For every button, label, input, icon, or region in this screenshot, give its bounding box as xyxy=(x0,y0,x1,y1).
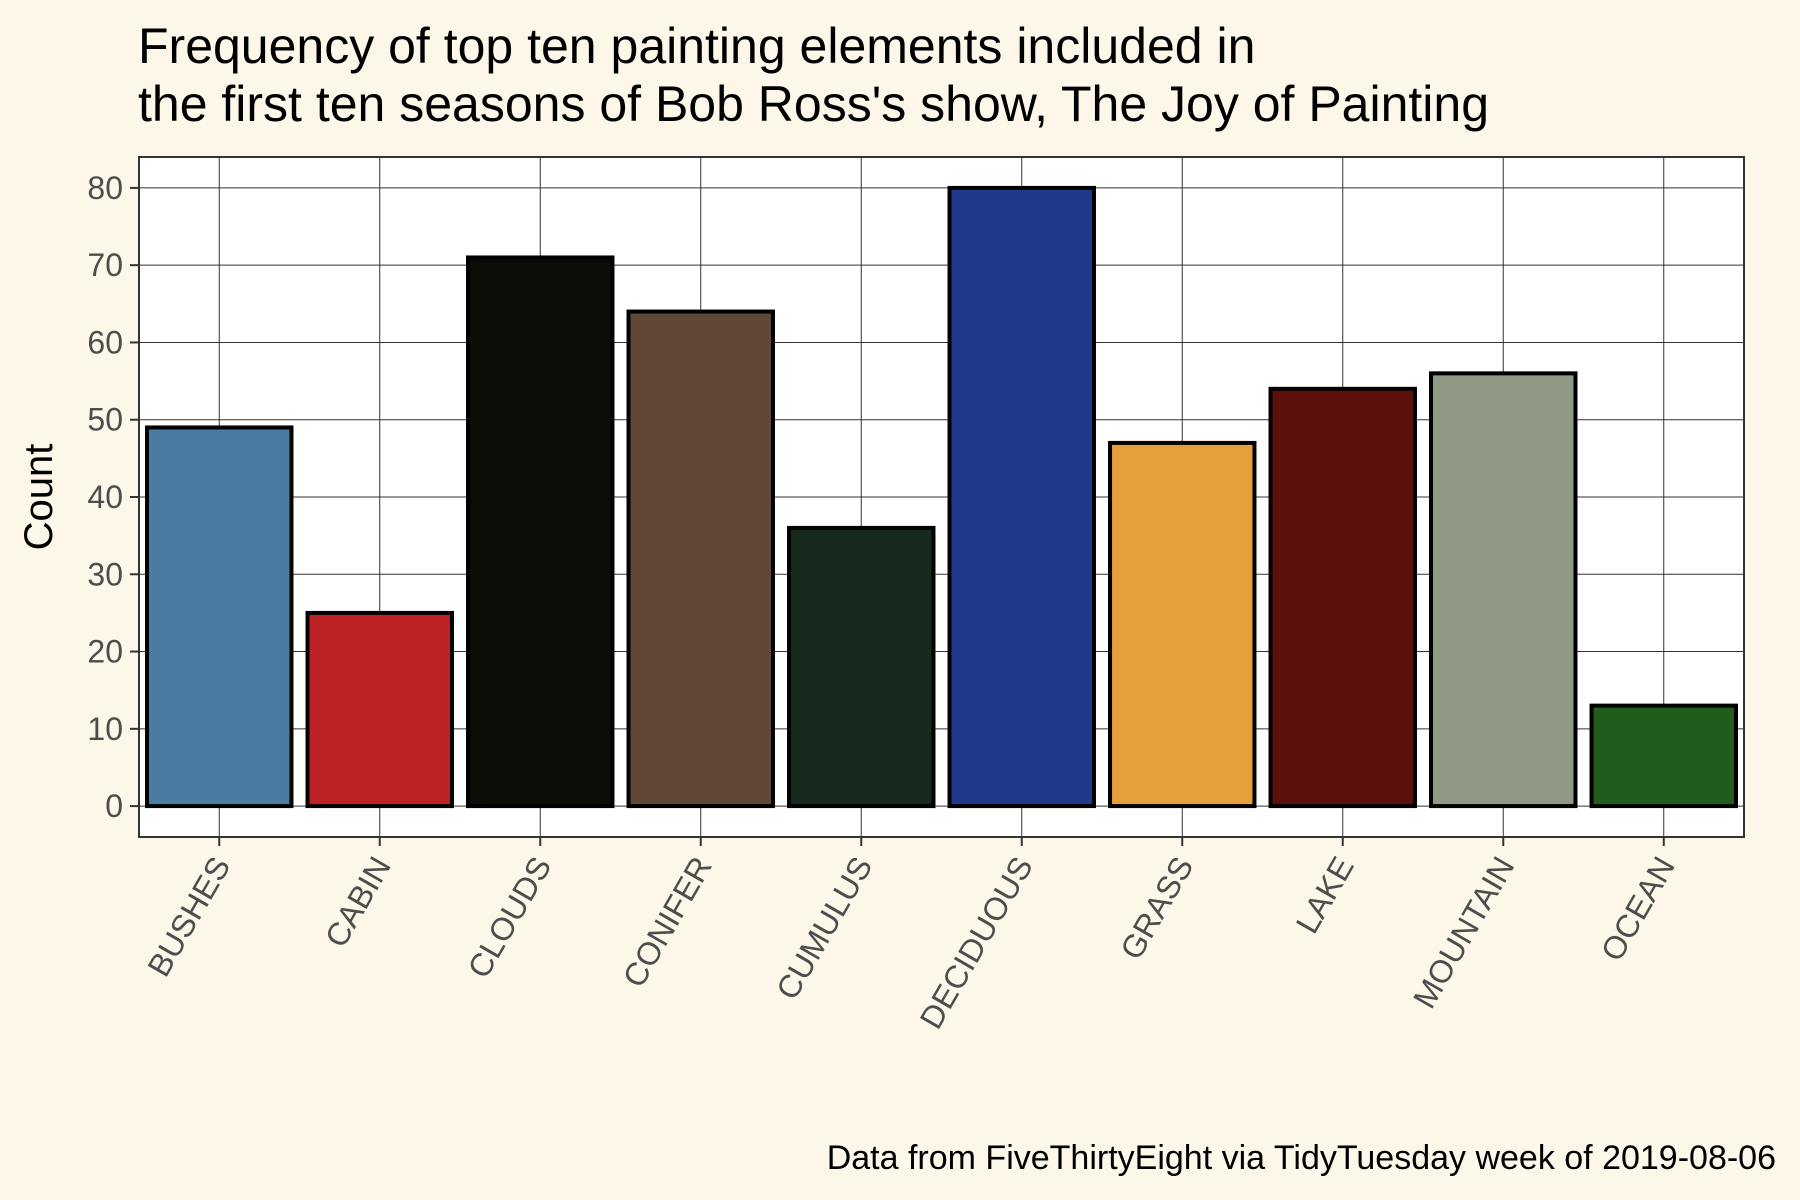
bar-bushes xyxy=(145,425,294,809)
y-axis: 0 10 20 30 40 50 60 70 80 xyxy=(87,170,139,824)
chart-title-line-2: the first ten seasons of Bob Ross's show… xyxy=(138,76,1489,132)
bar-cumulus xyxy=(787,525,936,809)
y-tick-label: 0 xyxy=(105,788,123,824)
bar-grass xyxy=(1108,440,1257,809)
y-tick-label: 70 xyxy=(87,247,123,283)
y-tick-label: 20 xyxy=(87,634,123,670)
bar-cabin xyxy=(305,610,454,809)
bar-deciduous xyxy=(947,185,1096,809)
y-tick-label: 10 xyxy=(87,711,123,747)
y-tick-label: 80 xyxy=(87,170,123,206)
chart-title-line-1: Frequency of top ten painting elements i… xyxy=(138,18,1255,74)
chart-caption: Data from FiveThirtyEight via TidyTuesda… xyxy=(827,1139,1776,1177)
bar-conifer xyxy=(626,309,775,809)
bar-lake xyxy=(1268,386,1417,809)
y-axis-label: Count xyxy=(17,444,61,551)
bars xyxy=(145,185,1738,809)
y-tick-label: 40 xyxy=(87,479,123,515)
y-tick-label: 50 xyxy=(87,402,123,438)
bar-mountain xyxy=(1429,371,1578,809)
bar-clouds xyxy=(466,255,615,809)
y-tick-label: 30 xyxy=(87,556,123,592)
bar-ocean xyxy=(1589,703,1738,809)
y-tick-label: 60 xyxy=(87,324,123,360)
